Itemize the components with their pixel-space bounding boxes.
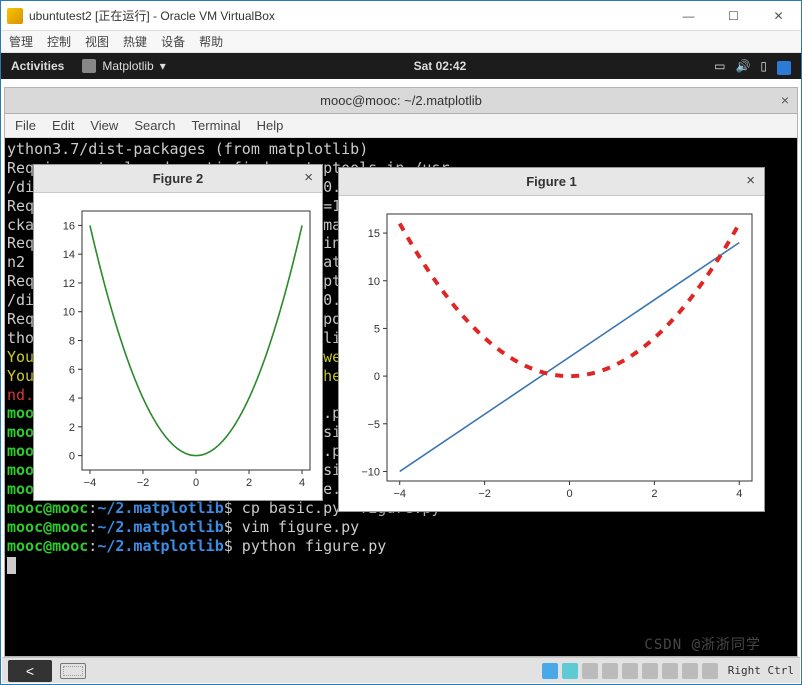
svg-text:0: 0: [193, 477, 199, 489]
back-button[interactable]: <: [8, 660, 52, 682]
svg-text:5: 5: [374, 323, 380, 335]
vbox-menu-item[interactable]: 视图: [85, 33, 109, 50]
network-icon[interactable]: [582, 663, 598, 679]
svg-text:12: 12: [63, 278, 75, 290]
svg-text:4: 4: [69, 393, 75, 405]
close-icon[interactable]: ×: [781, 92, 789, 108]
svg-text:8: 8: [69, 336, 75, 348]
figure1-titlebar[interactable]: Figure 1 ×: [339, 168, 764, 196]
maximize-button[interactable]: ☐: [711, 1, 756, 31]
svg-text:2: 2: [246, 477, 252, 489]
mouse-icon[interactable]: [702, 663, 718, 679]
svg-text:2: 2: [651, 488, 657, 500]
app-indicator[interactable]: Matplotlib ▾: [82, 59, 165, 73]
svg-text:14: 14: [63, 249, 75, 261]
figure2-title: Figure 2: [153, 171, 204, 186]
terminal-menu-item[interactable]: Edit: [52, 118, 74, 133]
terminal-menu-item[interactable]: Search: [134, 118, 175, 133]
svg-text:10: 10: [63, 307, 75, 319]
vbox-menu-item[interactable]: 帮助: [199, 33, 223, 50]
minimize-button[interactable]: —: [666, 1, 711, 31]
close-icon[interactable]: ×: [304, 169, 313, 186]
terminal-titlebar[interactable]: mooc@mooc: ~/2.matplotlib ×: [5, 88, 797, 114]
figure2-canvas: −4 −2 0 2 4 0 2 4 6 8 10 12 14 16: [34, 193, 322, 500]
terminal-menu-item[interactable]: Help: [257, 118, 284, 133]
figure1-window[interactable]: Figure 1 × −4 −2 0 2 4 −10 −5 0 5 10 15: [338, 167, 765, 512]
vbox-menu-item[interactable]: 热键: [123, 33, 147, 50]
close-icon[interactable]: ×: [746, 172, 755, 189]
figure1-title: Figure 1: [526, 174, 577, 189]
vbox-menu-item[interactable]: 控制: [47, 33, 71, 50]
terminal-menubar: File Edit View Search Terminal Help: [5, 114, 797, 138]
svg-text:0: 0: [374, 371, 380, 383]
close-button[interactable]: ✕: [756, 1, 801, 31]
usb-icon[interactable]: [602, 663, 618, 679]
system-tray[interactable]: ▭ 🔊 ▯: [714, 59, 791, 73]
figure2-titlebar[interactable]: Figure 2 ×: [34, 165, 322, 193]
vbox-menu-item[interactable]: 设备: [161, 33, 185, 50]
optical-icon[interactable]: [562, 663, 578, 679]
figure1-canvas: −4 −2 0 2 4 −10 −5 0 5 10 15: [339, 196, 764, 511]
terminal-menu-item[interactable]: File: [15, 118, 36, 133]
clock[interactable]: Sat 02:42: [166, 59, 714, 73]
vbox-menubar: 管理 控制 视图 热键 设备 帮助: [1, 31, 801, 53]
svg-text:10: 10: [368, 276, 380, 288]
keyboard-icon: [60, 663, 86, 679]
display-icon[interactable]: ▭: [714, 59, 725, 73]
svg-text:6: 6: [69, 364, 75, 376]
vbox-icon: [7, 8, 23, 24]
gnome-topbar: Activities Matplotlib ▾ Sat 02:42 ▭ 🔊 ▯: [1, 53, 801, 79]
shared-folder-icon[interactable]: [622, 663, 638, 679]
vbox-titlebar[interactable]: ubuntutest2 [正在运行] - Oracle VM VirtualBo…: [1, 1, 801, 31]
svg-text:−5: −5: [367, 419, 380, 431]
battery-icon[interactable]: ▯: [760, 59, 767, 73]
app-name: Matplotlib: [102, 59, 153, 73]
terminal-menu-item[interactable]: View: [90, 118, 118, 133]
matplotlib-icon: [82, 59, 96, 73]
vbox-menu-item[interactable]: 管理: [9, 33, 33, 50]
terminal-title: mooc@mooc: ~/2.matplotlib: [320, 93, 482, 108]
volume-icon[interactable]: 🔊: [735, 59, 750, 73]
terminal-menu-item[interactable]: Terminal: [192, 118, 241, 133]
svg-text:0: 0: [566, 488, 572, 500]
svg-text:−4: −4: [84, 477, 97, 489]
svg-text:15: 15: [368, 228, 380, 240]
activities-button[interactable]: Activities: [11, 59, 64, 73]
svg-text:0: 0: [69, 451, 75, 463]
svg-text:16: 16: [63, 220, 75, 232]
svg-text:−2: −2: [478, 488, 491, 500]
disk-icon[interactable]: [542, 663, 558, 679]
vbox-statusbar: < Right Ctrl: [2, 657, 800, 683]
svg-text:4: 4: [299, 477, 305, 489]
notification-icon[interactable]: [777, 61, 791, 75]
svg-text:−10: −10: [361, 466, 380, 478]
display-icon[interactable]: [642, 663, 658, 679]
svg-text:−2: −2: [137, 477, 150, 489]
host-key-label: Right Ctrl: [728, 664, 794, 677]
recording-icon[interactable]: [662, 663, 678, 679]
svg-text:2: 2: [69, 422, 75, 434]
figure2-window[interactable]: Figure 2 × −4 −2 0 2 4 0 2 4 6 8 10 12 14 16: [33, 164, 323, 501]
vbox-title: ubuntutest2 [正在运行] - Oracle VM VirtualBo…: [29, 7, 666, 24]
svg-text:4: 4: [736, 488, 742, 500]
cpu-icon[interactable]: [682, 663, 698, 679]
svg-text:−4: −4: [393, 488, 406, 500]
